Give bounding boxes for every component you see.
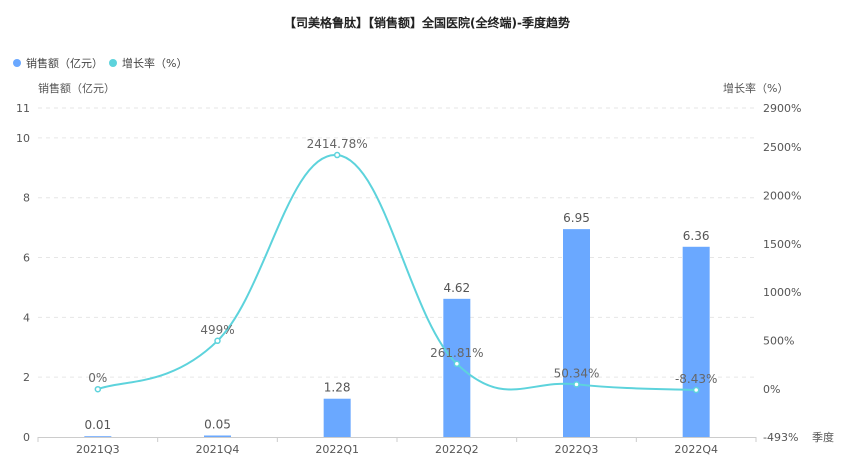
y-tick-right: 2500%	[763, 141, 801, 154]
x-tick-label: 2021Q4	[196, 443, 240, 456]
y-tick-left: 10	[16, 132, 30, 145]
line-layer	[94, 151, 700, 394]
growth-point	[573, 381, 580, 388]
y-tick-right: 1000%	[763, 286, 801, 299]
x-tick-label: 2021Q3	[76, 443, 120, 456]
bar	[84, 436, 112, 437]
x-axis-title: 季度	[812, 430, 834, 444]
legend-item-growth[interactable]: 增长率（%）	[109, 56, 187, 70]
bar	[563, 229, 590, 437]
growth-label: -8.43%	[675, 372, 717, 386]
y-tick-right: 2000%	[763, 189, 801, 202]
legend-marker-sales	[13, 59, 21, 67]
y-tick-left: 8	[23, 192, 30, 205]
bar-label: 6.36	[683, 229, 710, 243]
y-axis-left-title: 销售额（亿元）	[38, 81, 115, 95]
bar	[204, 435, 231, 437]
y-tick-right: -493%	[763, 431, 798, 444]
y-tick-left: 0	[23, 431, 30, 444]
growth-label: 2414.78%	[307, 137, 368, 151]
bar	[323, 398, 351, 437]
y-tick-right: 2900%	[763, 102, 801, 115]
x-tick-label: 2022Q1	[315, 443, 359, 456]
growth-point	[333, 151, 341, 159]
legend-marker-growth	[109, 59, 117, 67]
x-tick-label: 2022Q3	[555, 443, 599, 456]
legend-item-sales[interactable]: 销售额（亿元）	[13, 56, 103, 70]
bar	[682, 246, 710, 437]
growth-point	[453, 360, 461, 368]
bars-layer	[84, 229, 710, 437]
y-tick-right: 0%	[763, 383, 780, 396]
legend-label-sales: 销售额（亿元）	[26, 56, 103, 70]
growth-label: 0%	[88, 371, 107, 385]
bar-label: 1.28	[324, 381, 351, 395]
y-tick-left: 4	[23, 311, 30, 324]
growth-point	[692, 386, 700, 394]
growth-point	[214, 337, 221, 345]
chart-title: 【司美格鲁肽】【销售额】全国医院(全终端)-季度趋势	[284, 15, 570, 30]
labels-layer: 0.01 0.05 1.28 4.62 6.95 6.36 0% 499% 2414.78% 26…	[84, 137, 717, 432]
y-tick-right: 500%	[763, 335, 794, 348]
bar-label: 4.62	[443, 281, 470, 295]
legend[interactable]: 销售额（亿元） 增长率（%）	[13, 56, 187, 70]
y-tick-left: 2	[23, 371, 30, 384]
y-axis-right-title: 增长率（%）	[723, 81, 788, 95]
x-tick-label: 2022Q4	[674, 443, 718, 456]
growth-point	[94, 385, 102, 393]
bar-label: 0.01	[84, 418, 111, 432]
axis-layer: 0 2 4 6 8 10 11 -493% 0% 500% 1000% 1500% 2000% 2500%…	[16, 102, 801, 456]
bar	[443, 298, 471, 437]
y-tick-right: 1500%	[763, 238, 801, 251]
bar-label: 6.95	[563, 211, 590, 225]
growth-label: 261.81%	[430, 346, 483, 360]
x-tick-label: 2022Q2	[435, 443, 479, 456]
growth-label: 50.34%	[554, 366, 600, 380]
growth-line	[97, 154, 697, 392]
bar-label: 0.05	[204, 418, 231, 432]
legend-label-growth: 增长率（%）	[122, 56, 187, 70]
y-tick-left: 11	[16, 102, 30, 115]
growth-label: 499%	[200, 323, 234, 337]
y-tick-left: 6	[23, 252, 30, 265]
